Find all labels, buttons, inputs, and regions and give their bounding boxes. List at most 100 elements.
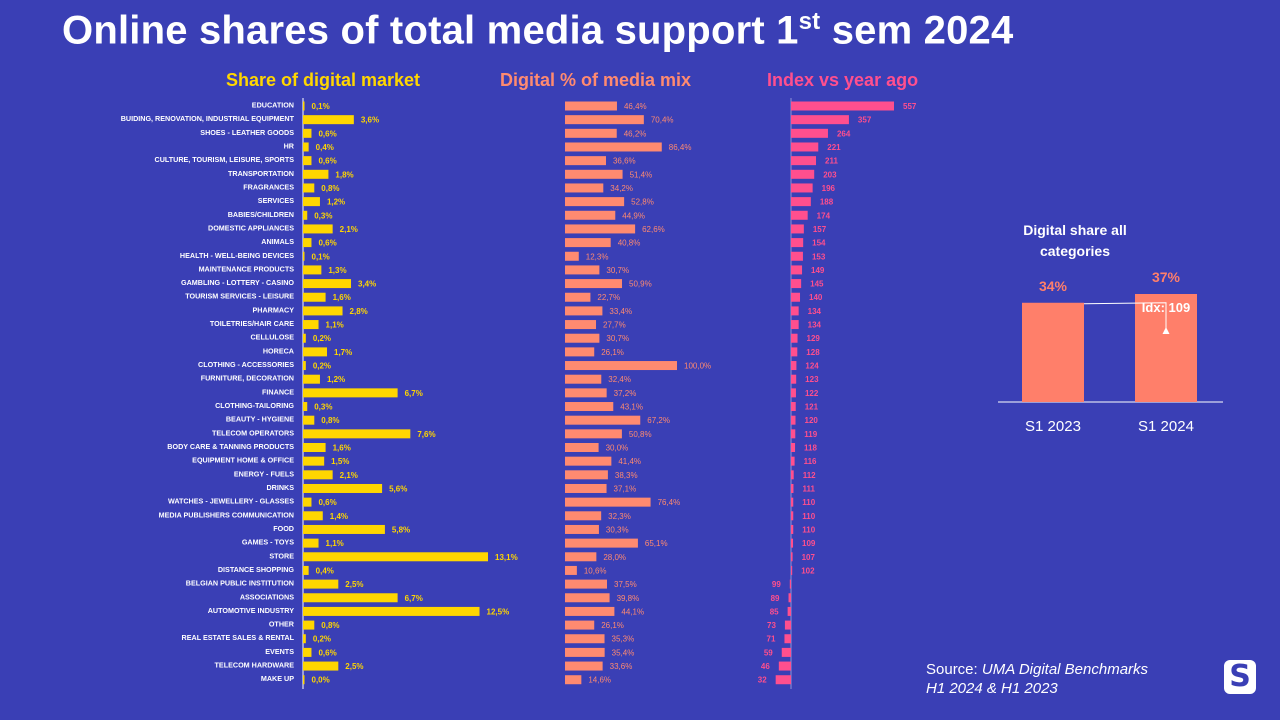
mix-bar [565, 443, 599, 452]
mix-bar [565, 115, 644, 125]
mix-bar [565, 388, 607, 398]
category-label: DISTANCE SHOPPING [218, 565, 295, 574]
index-value-label: 109 [802, 539, 816, 548]
category-label: EQUIPMENT HOME & OFFICE [192, 456, 294, 465]
mix-bar [565, 251, 579, 261]
index-value-label: 129 [807, 334, 821, 343]
index-value-label: 116 [804, 457, 817, 466]
share-value-label: 0,6% [318, 498, 336, 507]
index-value-label: 71 [767, 635, 776, 644]
mix-bar [565, 634, 605, 644]
category-label: HEALTH - WELL-BEING DEVICES [180, 251, 294, 260]
mix-bar [565, 606, 615, 616]
mix-value-label: 46,2% [624, 129, 647, 138]
index-annotation: Idx: 109 [1142, 300, 1190, 315]
share-value-label: 0,6% [318, 648, 336, 657]
mix-bar [565, 156, 606, 166]
side-category-label: S1 2024 [1138, 418, 1194, 435]
mix-bar [565, 224, 636, 234]
index-bar [791, 388, 796, 398]
index-value-label: 73 [767, 621, 776, 630]
share-bar [303, 552, 488, 562]
share-bar [303, 183, 315, 193]
index-value-label: 89 [771, 594, 780, 603]
category-label: TELECOM HARDWARE [215, 661, 295, 670]
mix-bar [565, 538, 638, 548]
index-bar [775, 675, 791, 685]
mix-value-label: 86,4% [669, 143, 692, 152]
index-bar [791, 115, 849, 125]
index-value-label: 121 [805, 403, 819, 412]
index-bar [791, 443, 796, 452]
share-bar [303, 415, 315, 425]
category-label: OTHER [269, 620, 295, 629]
side-bar [1022, 302, 1084, 402]
mix-value-label: 32,4% [608, 375, 631, 384]
category-label: CULTURE, TOURISM, LEISURE, SPORTS [155, 155, 295, 164]
side-value-label: 34% [1039, 278, 1068, 294]
share-bar [303, 224, 333, 234]
mix-value-label: 51,4% [630, 170, 653, 179]
mix-bar [565, 292, 591, 302]
category-label: ENERGY - FUELS [234, 469, 294, 478]
index-value-label: 128 [806, 348, 820, 357]
mix-value-label: 35,4% [612, 648, 635, 657]
index-value-label: 557 [903, 102, 917, 111]
share-bar [303, 115, 354, 125]
share-bar [303, 333, 306, 343]
category-label: MEDIA PUBLISHERS COMMUNICATION [159, 510, 294, 519]
index-bar [791, 374, 797, 384]
index-bar [791, 402, 796, 412]
category-label: TOURISM SERVICES - LEISURE [185, 292, 294, 301]
share-value-label: 5,8% [392, 525, 410, 534]
mix-column-title: Digital % of media mix [500, 70, 692, 90]
index-bar [791, 224, 804, 234]
share-value-label: 12,5% [487, 607, 510, 616]
category-label: CELLULOSE [250, 333, 294, 342]
index-value-label: 123 [805, 375, 819, 384]
mix-bar [565, 197, 625, 207]
source-prefix: Source: [926, 661, 982, 678]
category-label: MAINTENANCE PRODUCTS [199, 264, 295, 273]
share-bar [303, 579, 339, 589]
category-label: BABIES/CHILDREN [228, 210, 294, 219]
index-value-label: 221 [827, 143, 841, 152]
share-bar [303, 606, 480, 616]
share-bar [303, 647, 312, 657]
index-column-title: Index vs year ago [767, 70, 919, 90]
side-category-label: S1 2023 [1025, 418, 1081, 435]
mix-bar [565, 128, 617, 138]
mix-value-label: 40,8% [618, 239, 641, 248]
share-value-label: 5,6% [389, 484, 407, 493]
index-value-label: 119 [804, 430, 817, 439]
index-value-label: 134 [808, 321, 822, 330]
index-value-label: 122 [805, 389, 819, 398]
share-bar [303, 265, 322, 275]
index-bar [791, 183, 813, 193]
category-label: FRAGRANCES [243, 182, 294, 191]
index-bar [791, 511, 794, 521]
share-value-label: 0,0% [312, 676, 330, 685]
share-bar [303, 142, 309, 152]
share-bar [303, 238, 312, 248]
index-bar [791, 333, 798, 343]
mix-bar [565, 101, 617, 111]
mix-bar [565, 374, 602, 384]
index-value-label: 157 [813, 225, 827, 234]
index-bar [791, 169, 815, 179]
mix-value-label: 32,3% [608, 512, 631, 521]
index-bar [791, 238, 804, 248]
index-bar [791, 265, 803, 275]
mix-bar [565, 661, 603, 671]
index-bar [791, 279, 802, 289]
index-bar [791, 156, 817, 166]
share-value-label: 0,3% [314, 403, 332, 412]
index-bar [791, 292, 801, 302]
share-value-label: 1,2% [327, 375, 345, 384]
share-bar [303, 456, 325, 466]
category-label: SHOES - LEATHER GOODS [200, 128, 294, 137]
mix-value-label: 30,7% [606, 266, 629, 275]
mix-bar [565, 238, 611, 248]
index-bar [791, 483, 794, 493]
mix-bar [565, 402, 614, 412]
